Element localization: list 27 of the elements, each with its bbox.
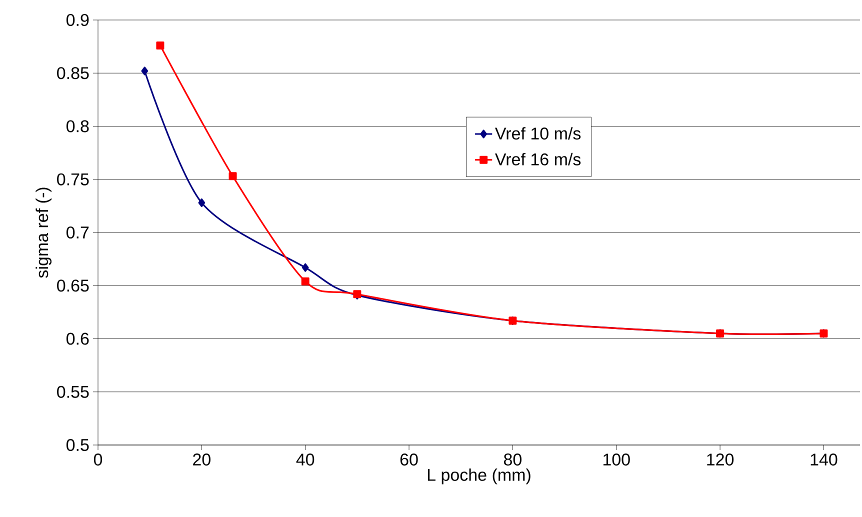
y-tick-label: 0.85 <box>57 67 89 80</box>
y-tick-label: 0.75 <box>57 173 89 186</box>
y-tick-label: 0.7 <box>66 226 89 239</box>
y-tick-label: 0.65 <box>57 280 89 292</box>
x-tick-label: 40 <box>296 454 314 466</box>
point <box>156 42 164 50</box>
x-tick-label: 0 <box>94 454 102 466</box>
y-tick-label: 0.6 <box>66 332 89 345</box>
x-tick-label: 140 <box>810 454 838 466</box>
y-tick-label: 0.9 <box>66 14 89 26</box>
y-tick-label: 0.8 <box>66 120 89 132</box>
legend-label: Vref 10 m/s <box>495 127 581 140</box>
point <box>228 172 237 180</box>
x-tick-label: 20 <box>193 454 210 466</box>
y-tick-label: 0.55 <box>57 386 89 398</box>
x-tick-label: 60 <box>400 454 418 466</box>
legend-label: Vref 16 m/s <box>495 152 581 166</box>
point <box>301 277 310 286</box>
y-axis-title: sigma ref (-) <box>36 188 52 278</box>
point <box>198 198 206 208</box>
x-tick-label: 120 <box>707 454 734 466</box>
y-tick-label: 0.5 <box>66 438 89 452</box>
point <box>141 66 148 76</box>
x-axis-title: L poche (mm) <box>428 468 530 484</box>
point <box>302 263 309 272</box>
x-tick-label: 100 <box>603 454 630 466</box>
x-tick-label: 80 <box>504 454 522 466</box>
